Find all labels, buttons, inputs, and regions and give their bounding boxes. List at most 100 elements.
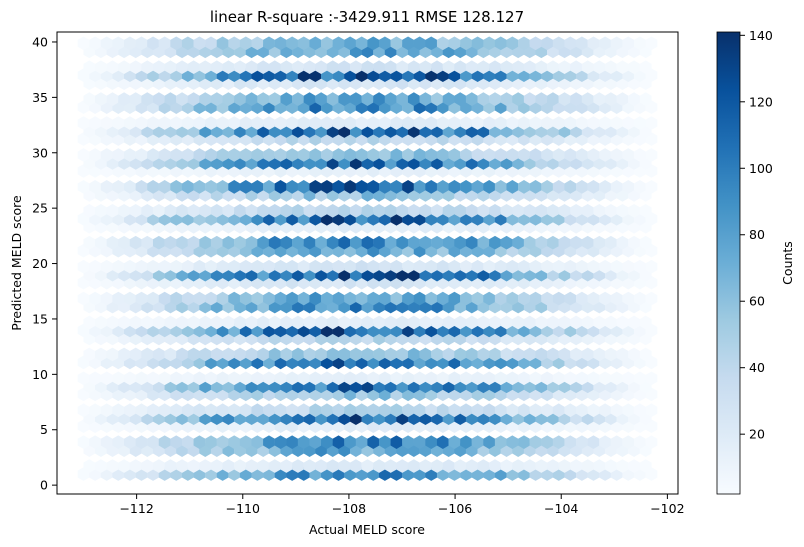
- hexbin-cell: [645, 403, 658, 418]
- hexbin-cell: [639, 347, 652, 362]
- hexbin-cell: [431, 92, 443, 106]
- hexbin-cell: [77, 403, 90, 418]
- hexbin-cell: [158, 148, 171, 162]
- hexbin-cell: [413, 371, 426, 386]
- hexbin-cell: [239, 403, 252, 418]
- hexbin-cell: [170, 36, 183, 51]
- hexbin-cell: [83, 315, 96, 330]
- hexbin-cell: [147, 148, 159, 162]
- hexbin-cell: [210, 60, 223, 75]
- hexbin-cell: [419, 235, 432, 250]
- hexbin-cell: [523, 315, 536, 330]
- hexbin-cell: [245, 235, 258, 250]
- hexbin-cell: [315, 203, 328, 218]
- hexbin-cell: [506, 403, 519, 418]
- hexbin-cell: [106, 315, 119, 330]
- hexbin-cell: [471, 116, 484, 130]
- hexbin-cell: [448, 291, 461, 306]
- hexbin-cell: [633, 435, 646, 449]
- hexbin-cell: [100, 116, 113, 130]
- hexbin-cell: [135, 259, 148, 274]
- hexbin-cell: [633, 259, 646, 274]
- hexbin-cell: [622, 259, 635, 274]
- hexbin-cell: [633, 36, 646, 51]
- hexbin-cell: [355, 259, 368, 274]
- hexbin-cell: [633, 116, 646, 130]
- colorbar-tick-label: 80: [749, 227, 765, 242]
- hexbin-cell: [628, 315, 640, 330]
- hexbin-cell: [123, 371, 136, 386]
- hexbin-cell: [622, 36, 635, 51]
- hexbin-cell: [570, 60, 583, 75]
- hexbin-cell: [181, 116, 194, 130]
- hexbin-cell: [95, 92, 107, 106]
- hexbin-cell: [100, 148, 113, 162]
- x-tick-label: −112: [119, 501, 153, 516]
- hexbin-cell: [419, 347, 432, 362]
- hexbin-cell: [541, 371, 554, 386]
- hexbin-cell: [338, 92, 351, 106]
- hexbin-cell: [292, 92, 304, 106]
- hexbin-cell: [315, 315, 328, 330]
- hexbin-cell: [234, 347, 246, 362]
- hexbin-cell: [587, 435, 600, 449]
- hexbin-cell: [604, 203, 617, 218]
- plot-frame: [56, 31, 679, 495]
- hexbin-cell: [535, 235, 548, 250]
- hexbin-cell: [147, 291, 159, 306]
- hexbin-cell: [280, 315, 293, 330]
- hexbin-cell: [89, 291, 102, 306]
- hexbin-cell: [518, 180, 530, 194]
- hexbin-cell: [170, 116, 183, 130]
- hexbin-cell: [164, 203, 177, 218]
- hexbin-cell: [604, 347, 617, 362]
- hexbin-cell: [152, 315, 165, 330]
- hexbin-cell: [413, 403, 426, 418]
- hexbin-cell: [529, 180, 542, 194]
- hexbin-cell: [587, 259, 600, 274]
- hexbin-cell: [164, 60, 177, 75]
- hexbin-cell: [494, 259, 507, 274]
- hexbin-cell: [535, 347, 548, 362]
- hexbin-cell: [77, 259, 90, 274]
- hexbin-cell: [147, 180, 159, 194]
- hexbin-cell: [378, 403, 391, 418]
- hexbin-cell: [344, 371, 357, 386]
- hexbin-cell: [396, 315, 409, 330]
- hexbin-cell: [158, 36, 171, 51]
- x-tick-label: −110: [226, 501, 260, 516]
- hexbin-cell: [321, 148, 333, 162]
- hexbin-cell: [402, 371, 414, 386]
- hexbin-cell: [309, 371, 322, 386]
- hexbin-cell: [315, 459, 328, 473]
- hexbin-cell: [616, 315, 629, 330]
- hexbin-cell: [112, 435, 125, 449]
- hexbin-cell: [100, 36, 113, 51]
- hexbin-cell: [396, 347, 409, 362]
- hexbin-cell: [321, 403, 333, 418]
- hexbin-cell: [234, 92, 246, 106]
- hexbin-cell: [141, 347, 154, 362]
- hexbin-cell: [216, 259, 229, 274]
- hexbin-cell: [477, 203, 490, 218]
- hexbin-cell: [616, 459, 629, 473]
- hexbin-cell: [436, 36, 449, 51]
- hexbin-cell: [477, 459, 490, 473]
- hexbin-cell: [483, 148, 496, 162]
- hexbin-cell: [518, 36, 530, 51]
- hexbin-cell: [118, 315, 131, 330]
- hexbin-cell: [187, 203, 200, 218]
- hexbin-cell: [425, 36, 438, 51]
- hexbin-cell: [95, 203, 107, 218]
- x-tick-label: −106: [438, 501, 472, 516]
- hexbin-cell: [407, 92, 420, 106]
- hexbin-cell: [622, 148, 635, 162]
- hexbin-cell: [321, 36, 333, 51]
- hexbin-cell: [355, 403, 368, 418]
- hexbin-cell: [326, 60, 339, 75]
- hexbin-cell: [245, 60, 258, 75]
- hexbin-cell: [378, 116, 391, 130]
- hexbin-cell: [367, 148, 380, 162]
- hexbin-cell: [616, 235, 629, 250]
- y-tick-label: 20: [32, 256, 48, 271]
